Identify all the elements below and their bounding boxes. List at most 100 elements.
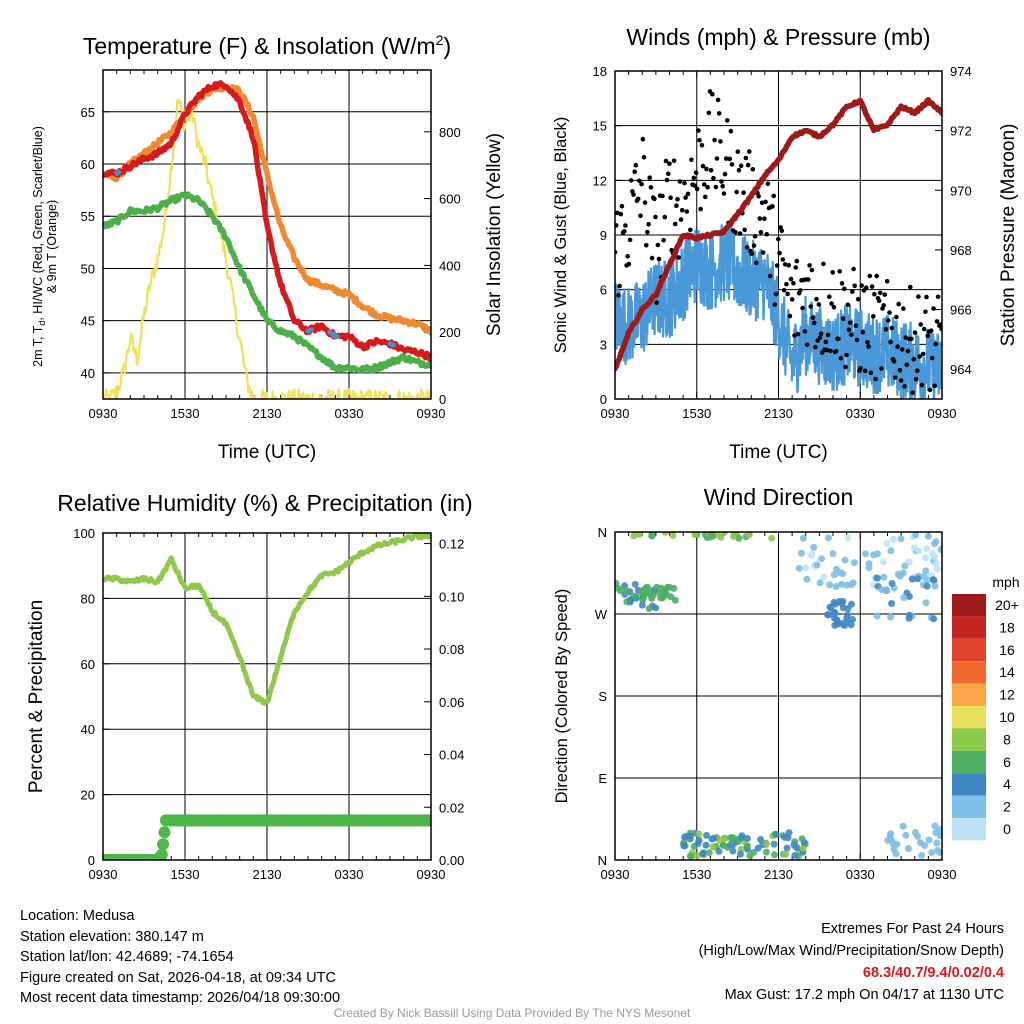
gust-point: [661, 237, 666, 243]
gust-point: [734, 189, 739, 195]
gust-point: [904, 362, 910, 368]
gust-point: [738, 163, 744, 169]
gust-point: [911, 356, 917, 362]
direction-point: [645, 605, 653, 613]
direction-point: [699, 849, 707, 857]
direction-point: [802, 564, 809, 572]
direction-point: [924, 532, 932, 540]
gust-point: [800, 305, 805, 311]
latlon-text: Station lat/lon: 42.4689; -74.1654: [20, 949, 234, 965]
direction-point: [763, 840, 770, 848]
direction-point: [899, 822, 907, 830]
legend-swatch: [952, 750, 986, 774]
station-info: Location: Medusa Station elevation: 380.…: [20, 906, 340, 1009]
direction-point: [923, 545, 931, 553]
direction-point: [861, 550, 869, 558]
direction-point: [813, 561, 821, 569]
gust-point: [874, 273, 879, 279]
winds-y2-tick-label: 968: [950, 243, 972, 258]
legend-label: 18: [999, 619, 1015, 635]
direction-point: [865, 564, 873, 572]
direction-point: [918, 852, 926, 859]
gust-point: [704, 166, 709, 172]
temperature-xlabel: Time (UTC): [218, 442, 317, 463]
humidity-x-tick-label: 0930: [417, 867, 446, 882]
gust-point: [664, 177, 670, 183]
direction-y-tick-label: S: [598, 689, 607, 704]
gust-point: [703, 194, 708, 200]
legend-swatch: [952, 616, 986, 639]
gust-point: [705, 184, 710, 190]
gust-point: [694, 186, 700, 192]
gust-point: [677, 179, 683, 184]
gust-point: [779, 228, 785, 233]
gust-point: [744, 245, 750, 250]
gust-point: [684, 209, 690, 214]
direction-point: [816, 579, 824, 587]
gust-point: [895, 344, 900, 350]
series-heat-index-wind-chill: [114, 169, 122, 176]
gust-point: [842, 286, 847, 292]
winds-y-tick-label: 6: [600, 283, 607, 298]
direction-point: [785, 829, 793, 837]
direction-point: [936, 826, 942, 834]
gust-point: [697, 137, 702, 143]
temperature-y2-tick-label: 200: [439, 325, 461, 340]
gust-point: [763, 199, 768, 205]
precip-point: [423, 814, 431, 827]
gust-point: [741, 190, 746, 195]
gust-point: [706, 110, 712, 116]
gust-point: [836, 336, 841, 342]
temperature-series: [103, 80, 431, 399]
legend-swatch: [952, 818, 986, 841]
speed-legend: mph 20+ 18 16 14 12 10 8 6 4 2 0: [952, 574, 1020, 841]
elevation-text: Station elevation: 380.147 m: [20, 928, 204, 945]
gust-point: [792, 333, 797, 338]
gust-point: [733, 230, 738, 235]
gust-point: [918, 322, 923, 327]
gust-point: [823, 339, 829, 345]
gust-point: [689, 157, 694, 163]
gust-point: [710, 91, 715, 97]
direction-y-tick-label: N: [598, 853, 607, 868]
gust-point: [869, 284, 875, 289]
gust-point: [777, 250, 782, 256]
gust-point: [720, 184, 725, 189]
gust-point: [845, 302, 851, 308]
gust-point: [873, 376, 878, 382]
temperature-y-tick-label: 65: [81, 105, 95, 120]
precip-point: [155, 848, 168, 860]
gust-point: [833, 349, 839, 354]
gust-point: [628, 178, 634, 183]
direction-point: [669, 532, 677, 539]
direction-point: [841, 556, 849, 564]
direction-point: [873, 574, 881, 582]
gust-point: [644, 243, 649, 248]
gust-point: [860, 329, 866, 335]
direction-point: [910, 544, 918, 552]
gust-point: [898, 378, 904, 383]
direction-x-tick-label: 2130: [764, 867, 793, 882]
winds-ylabel: Sonic Wind & Gust (Blue, Black): [552, 117, 570, 354]
gust-point: [931, 306, 936, 311]
direction-point: [888, 600, 896, 607]
winds-x-tick-label: 0930: [928, 406, 957, 421]
gust-point: [649, 255, 655, 261]
temperature-x-tick-label: 2130: [253, 406, 282, 421]
direction-point: [879, 558, 887, 566]
winds-y2-tick-label: 964: [950, 362, 972, 377]
temperature-y-tick-label: 40: [81, 366, 95, 381]
direction-point: [873, 612, 881, 620]
direction-point: [720, 532, 728, 536]
winds-y-tick-label: 3: [600, 337, 607, 352]
gust-point: [798, 288, 803, 293]
direction-point: [922, 567, 930, 575]
gust-point: [844, 352, 849, 358]
gust-point: [794, 258, 800, 264]
legend-swatch: [952, 638, 986, 662]
series-9m-t: [103, 83, 431, 336]
gust-point: [765, 181, 771, 187]
gust-point: [685, 191, 691, 197]
gust-point: [785, 291, 790, 297]
direction-point: [922, 599, 930, 607]
